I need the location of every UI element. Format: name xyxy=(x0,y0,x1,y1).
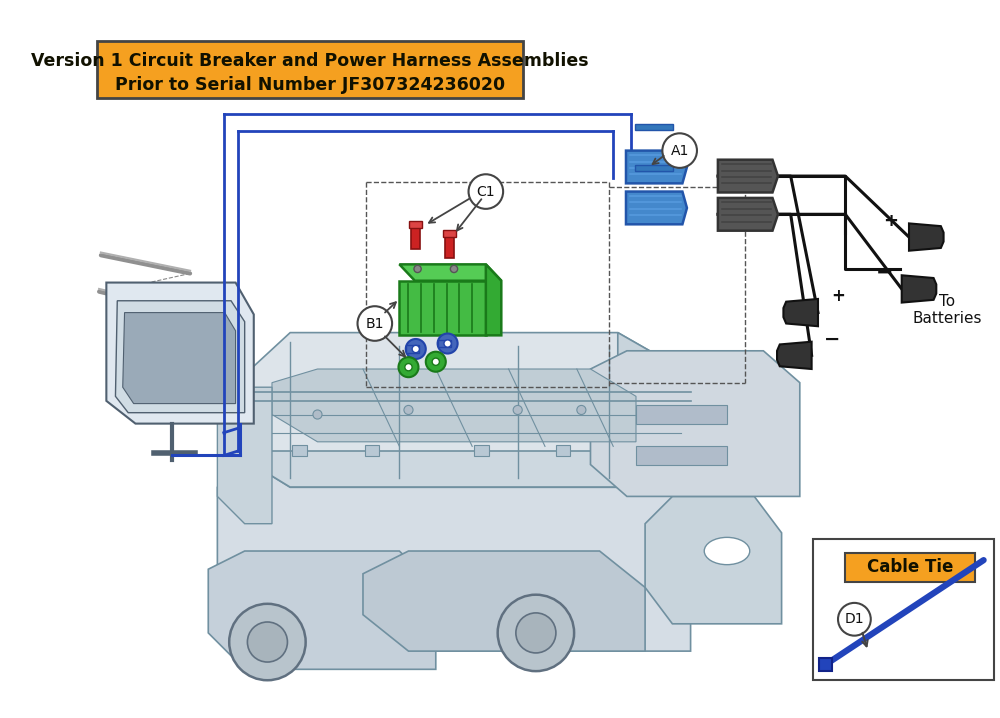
Bar xyxy=(365,445,379,457)
Bar xyxy=(474,445,489,457)
Bar xyxy=(443,230,456,237)
Circle shape xyxy=(469,174,503,209)
Bar xyxy=(635,165,673,171)
Circle shape xyxy=(358,306,392,341)
Circle shape xyxy=(438,334,458,353)
Text: −: − xyxy=(823,330,840,348)
Text: A1: A1 xyxy=(670,144,689,158)
Polygon shape xyxy=(590,351,800,496)
Circle shape xyxy=(577,406,586,414)
Polygon shape xyxy=(208,551,436,669)
Circle shape xyxy=(247,622,287,662)
Polygon shape xyxy=(718,159,778,192)
Polygon shape xyxy=(363,551,645,651)
Circle shape xyxy=(406,339,426,359)
Circle shape xyxy=(404,406,413,414)
Text: Cable Tie: Cable Tie xyxy=(867,559,953,577)
Polygon shape xyxy=(399,264,501,281)
Circle shape xyxy=(414,265,421,273)
Bar xyxy=(438,340,451,348)
Bar xyxy=(556,445,570,457)
Circle shape xyxy=(398,357,418,377)
Circle shape xyxy=(432,358,439,365)
Text: +: + xyxy=(883,212,898,230)
Bar xyxy=(636,447,727,465)
Polygon shape xyxy=(618,332,681,488)
Circle shape xyxy=(405,363,412,370)
Polygon shape xyxy=(231,451,681,488)
Circle shape xyxy=(662,134,697,168)
Circle shape xyxy=(229,604,306,680)
Text: D1: D1 xyxy=(845,612,864,626)
Bar xyxy=(411,223,420,249)
Circle shape xyxy=(450,265,458,273)
Polygon shape xyxy=(909,223,944,251)
Text: C1: C1 xyxy=(477,185,495,199)
Polygon shape xyxy=(106,283,254,424)
Text: To
Batteries: To Batteries xyxy=(912,294,982,326)
Polygon shape xyxy=(217,387,272,523)
Polygon shape xyxy=(626,192,687,224)
Polygon shape xyxy=(777,342,812,369)
Circle shape xyxy=(513,406,522,414)
Polygon shape xyxy=(123,312,236,404)
Polygon shape xyxy=(626,151,687,183)
Text: −: − xyxy=(876,263,893,283)
Bar xyxy=(445,233,454,258)
Bar xyxy=(636,406,727,424)
Circle shape xyxy=(444,340,451,348)
FancyBboxPatch shape xyxy=(97,42,523,98)
Circle shape xyxy=(313,410,322,419)
Bar xyxy=(406,345,419,353)
Circle shape xyxy=(426,352,446,372)
Polygon shape xyxy=(217,469,691,651)
Polygon shape xyxy=(486,264,501,335)
Polygon shape xyxy=(272,369,636,442)
Circle shape xyxy=(838,603,871,635)
Polygon shape xyxy=(645,496,782,624)
Polygon shape xyxy=(231,332,681,488)
Bar xyxy=(635,124,673,130)
Polygon shape xyxy=(115,301,245,413)
Polygon shape xyxy=(718,198,778,230)
Circle shape xyxy=(412,345,419,353)
Bar xyxy=(819,658,832,671)
Polygon shape xyxy=(783,299,818,326)
Text: Version 1 Circuit Breaker and Power Harness Assemblies: Version 1 Circuit Breaker and Power Harn… xyxy=(31,52,589,70)
Circle shape xyxy=(498,595,574,671)
Circle shape xyxy=(516,613,556,653)
Text: +: + xyxy=(831,287,845,305)
Bar xyxy=(292,445,307,457)
FancyBboxPatch shape xyxy=(845,553,975,582)
Polygon shape xyxy=(902,275,936,302)
Bar xyxy=(409,220,422,228)
Text: Prior to Serial Number JF307324236020: Prior to Serial Number JF307324236020 xyxy=(115,76,505,94)
Ellipse shape xyxy=(704,537,750,564)
FancyBboxPatch shape xyxy=(813,539,994,680)
Text: B1: B1 xyxy=(366,317,384,330)
Polygon shape xyxy=(399,281,486,335)
